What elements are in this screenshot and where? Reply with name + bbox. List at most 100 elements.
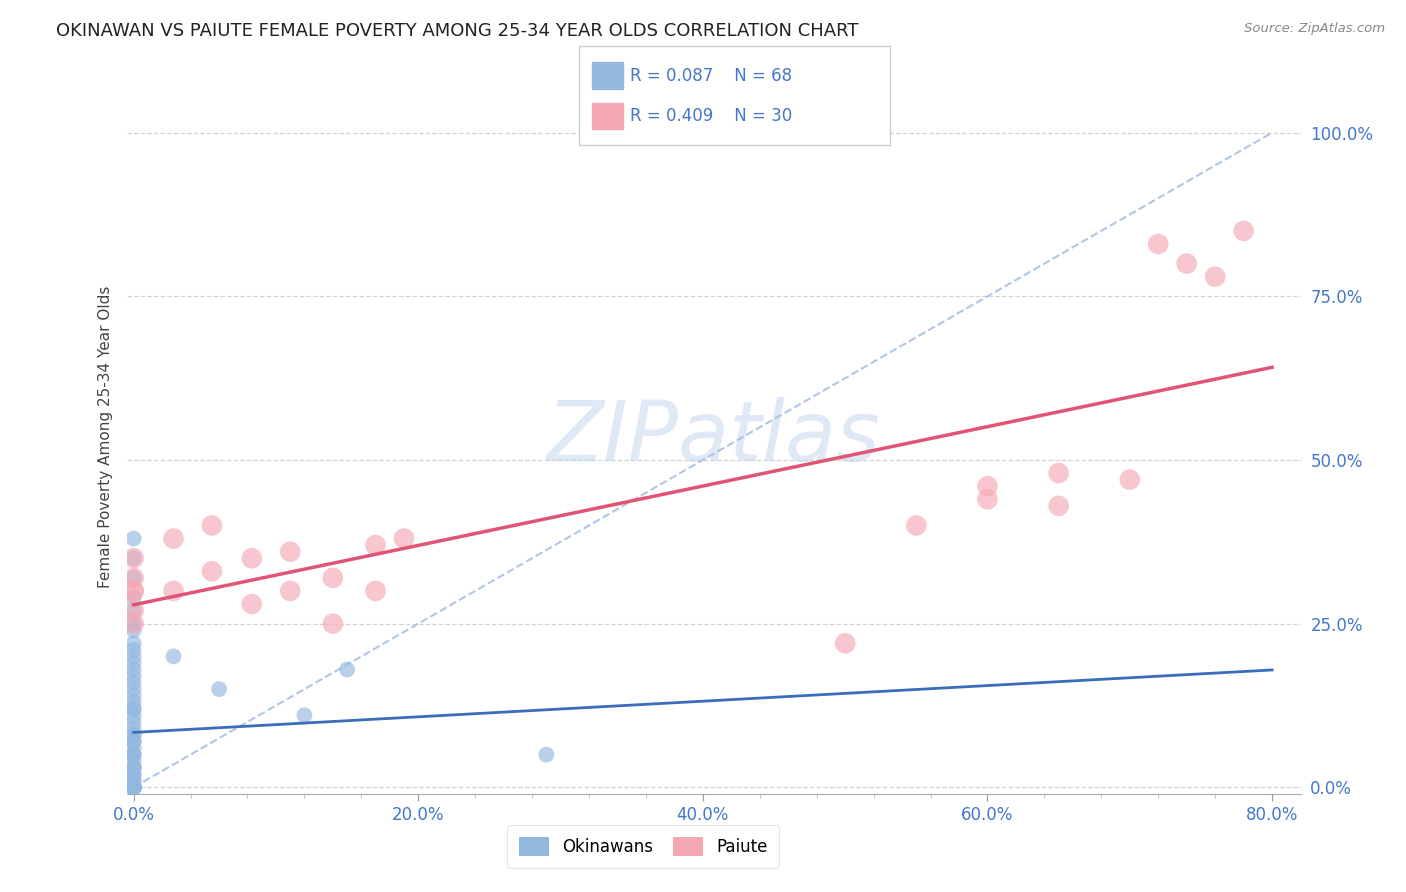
Point (122, 780, 145, 795)
Point (122, 780, 145, 795)
Point (122, 624, 145, 638)
Point (122, 741, 145, 756)
Point (392, 532, 415, 546)
Point (201, 564, 224, 578)
Point (122, 780, 145, 795)
Text: Source: ZipAtlas.com: Source: ZipAtlas.com (1244, 22, 1385, 36)
Point (122, 747, 145, 762)
Point (122, 773, 145, 788)
Point (122, 551, 145, 566)
Point (122, 780, 145, 795)
Point (201, 518, 224, 533)
Text: R = 0.087    N = 68: R = 0.087 N = 68 (630, 67, 792, 85)
Point (122, 583, 145, 598)
Point (122, 643, 145, 657)
Point (122, 669, 145, 683)
Point (122, 780, 145, 795)
Point (1047, 499, 1070, 513)
Point (122, 780, 145, 795)
Point (1204, 269, 1226, 284)
Point (162, 532, 184, 546)
Point (122, 591, 145, 605)
Point (322, 571, 344, 585)
Point (122, 780, 145, 795)
Point (322, 616, 344, 631)
Point (122, 734, 145, 748)
Text: ZIPatlas: ZIPatlas (547, 397, 880, 477)
Point (122, 780, 145, 795)
Point (122, 636, 145, 650)
Legend: Okinawans, Paiute: Okinawans, Paiute (508, 825, 779, 868)
Point (905, 518, 928, 533)
Point (122, 532, 145, 546)
Point (162, 583, 184, 598)
Point (122, 695, 145, 709)
Point (122, 571, 145, 585)
Point (976, 479, 998, 493)
Text: R = 0.409    N = 30: R = 0.409 N = 30 (630, 107, 792, 125)
Point (122, 747, 145, 762)
Point (122, 702, 145, 716)
Point (122, 728, 145, 742)
Point (122, 780, 145, 795)
Point (976, 492, 998, 507)
Point (122, 708, 145, 723)
Point (364, 538, 387, 552)
Point (122, 780, 145, 795)
Point (122, 780, 145, 795)
Point (122, 583, 145, 598)
Point (1175, 257, 1198, 271)
Point (122, 780, 145, 795)
Point (122, 780, 145, 795)
Point (122, 767, 145, 781)
Point (1047, 466, 1070, 480)
Y-axis label: Female Poverty Among 25-34 Year Olds: Female Poverty Among 25-34 Year Olds (97, 286, 112, 588)
Point (122, 571, 145, 585)
Point (122, 616, 145, 631)
Point (122, 616, 145, 631)
Point (834, 636, 856, 650)
Point (122, 773, 145, 788)
Point (1233, 224, 1256, 238)
Point (122, 780, 145, 795)
Point (122, 675, 145, 690)
Point (240, 551, 263, 566)
Point (162, 649, 184, 664)
Point (122, 780, 145, 795)
Point (122, 551, 145, 566)
Point (122, 780, 145, 795)
Point (122, 603, 145, 617)
Point (122, 663, 145, 677)
Point (122, 603, 145, 617)
Point (278, 583, 301, 598)
Point (122, 702, 145, 716)
Point (122, 780, 145, 795)
Point (336, 663, 359, 677)
Point (122, 780, 145, 795)
Point (122, 734, 145, 748)
Point (122, 780, 145, 795)
Point (122, 780, 145, 795)
Point (364, 583, 387, 598)
Point (122, 722, 145, 736)
Point (122, 780, 145, 795)
Point (122, 689, 145, 703)
Point (240, 597, 263, 611)
Point (122, 649, 145, 664)
Point (122, 754, 145, 768)
Point (122, 714, 145, 729)
Point (122, 780, 145, 795)
Point (1119, 473, 1142, 487)
Point (294, 708, 316, 723)
Point (122, 780, 145, 795)
Point (536, 747, 558, 762)
Point (278, 544, 301, 558)
Text: OKINAWAN VS PAIUTE FEMALE POVERTY AMONG 25-34 YEAR OLDS CORRELATION CHART: OKINAWAN VS PAIUTE FEMALE POVERTY AMONG … (56, 22, 859, 40)
Point (122, 767, 145, 781)
Point (122, 780, 145, 795)
Point (1147, 236, 1170, 251)
Point (208, 682, 231, 697)
Point (122, 747, 145, 762)
Point (122, 728, 145, 742)
Point (122, 761, 145, 775)
